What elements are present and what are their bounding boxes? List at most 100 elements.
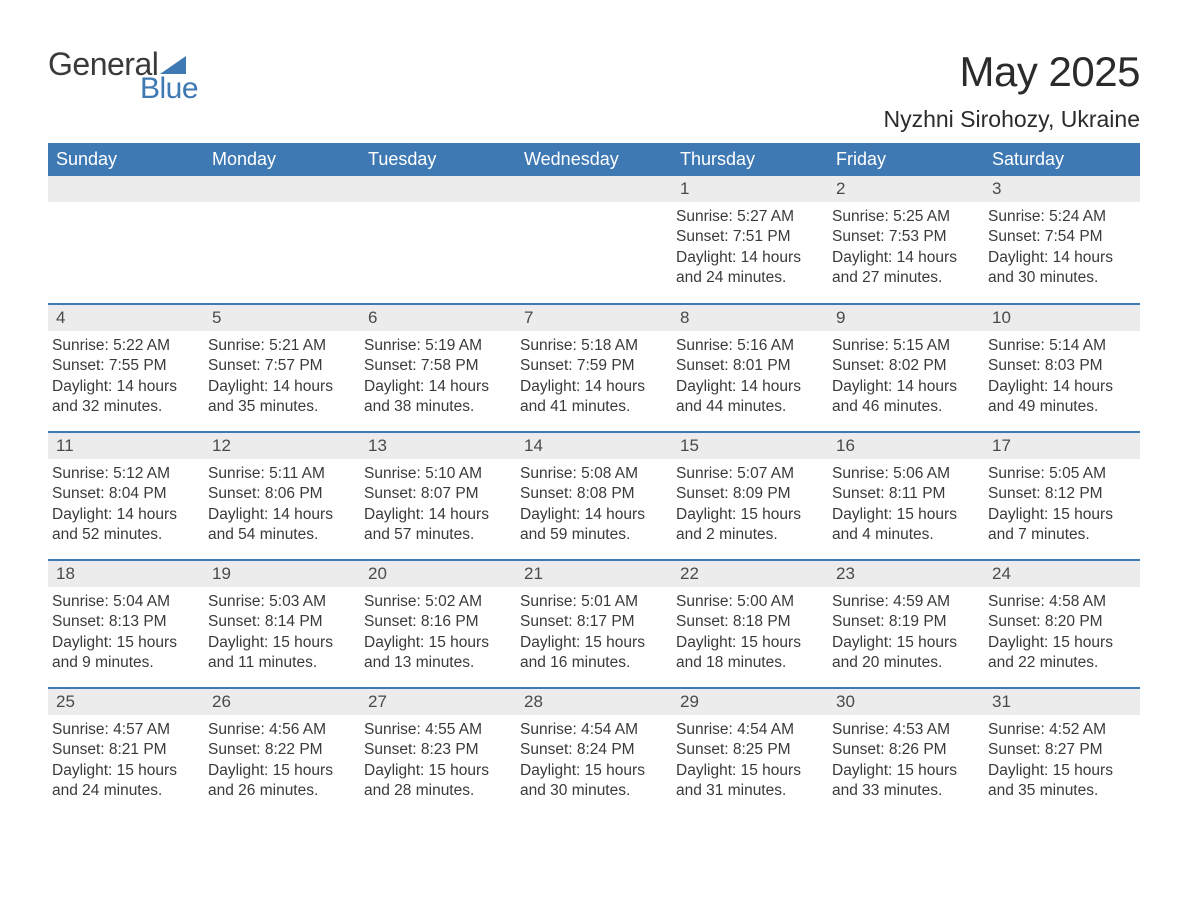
calendar-cell: 23Sunrise: 4:59 AMSunset: 8:19 PMDayligh… <box>828 560 984 688</box>
daylight-label: Daylight: <box>520 634 585 651</box>
day-details: Sunrise: 5:14 AMSunset: 8:03 PMDaylight:… <box>984 331 1140 422</box>
sunset-value: 8:26 PM <box>889 741 947 758</box>
sunset-label: Sunset: <box>52 741 109 758</box>
day-number: 28 <box>516 689 672 715</box>
calendar-cell: 21Sunrise: 5:01 AMSunset: 8:17 PMDayligh… <box>516 560 672 688</box>
sunrise-label: Sunrise: <box>208 593 269 610</box>
calendar-cell: 30Sunrise: 4:53 AMSunset: 8:26 PMDayligh… <box>828 688 984 816</box>
sunset-line: Sunset: 8:22 PM <box>208 740 354 760</box>
sunset-value: 8:09 PM <box>733 485 791 502</box>
sunrise-value: 5:18 AM <box>581 337 638 354</box>
sunrise-value: 4:52 AM <box>1049 721 1106 738</box>
sunrise-label: Sunrise: <box>364 593 425 610</box>
day-details: Sunrise: 5:21 AMSunset: 7:57 PMDaylight:… <box>204 331 360 422</box>
daylight-line: Daylight: 14 hours and 49 minutes. <box>988 377 1134 418</box>
sunset-value: 8:22 PM <box>265 741 323 758</box>
day-details: Sunrise: 4:58 AMSunset: 8:20 PMDaylight:… <box>984 587 1140 678</box>
sunrise-value: 4:57 AM <box>113 721 170 738</box>
day-details: Sunrise: 5:16 AMSunset: 8:01 PMDaylight:… <box>672 331 828 422</box>
calendar-cell: 22Sunrise: 5:00 AMSunset: 8:18 PMDayligh… <box>672 560 828 688</box>
weekday-header: Thursday <box>672 143 828 176</box>
sunset-value: 8:07 PM <box>421 485 479 502</box>
daylight-line: Daylight: 15 hours and 35 minutes. <box>988 761 1134 802</box>
sunrise-line: Sunrise: 5:14 AM <box>988 336 1134 356</box>
sunset-label: Sunset: <box>988 485 1045 502</box>
sunrise-label: Sunrise: <box>832 721 893 738</box>
calendar-cell: 14Sunrise: 5:08 AMSunset: 8:08 PMDayligh… <box>516 432 672 560</box>
day-number: 23 <box>828 561 984 587</box>
sunset-label: Sunset: <box>676 357 733 374</box>
sunrise-line: Sunrise: 4:55 AM <box>364 720 510 740</box>
day-details: Sunrise: 4:59 AMSunset: 8:19 PMDaylight:… <box>828 587 984 678</box>
sunset-line: Sunset: 7:57 PM <box>208 356 354 376</box>
calendar-cell <box>204 176 360 304</box>
sunset-line: Sunset: 7:53 PM <box>832 227 978 247</box>
sunrise-label: Sunrise: <box>988 337 1049 354</box>
sunrise-line: Sunrise: 5:03 AM <box>208 592 354 612</box>
sunrise-line: Sunrise: 5:08 AM <box>520 464 666 484</box>
sunrise-line: Sunrise: 5:06 AM <box>832 464 978 484</box>
sunset-label: Sunset: <box>52 485 109 502</box>
sunset-value: 8:08 PM <box>577 485 635 502</box>
sunrise-label: Sunrise: <box>988 208 1049 225</box>
day-number: 15 <box>672 433 828 459</box>
sunset-line: Sunset: 8:11 PM <box>832 484 978 504</box>
calendar-cell: 6Sunrise: 5:19 AMSunset: 7:58 PMDaylight… <box>360 304 516 432</box>
sunset-value: 7:55 PM <box>109 357 167 374</box>
sunset-line: Sunset: 8:03 PM <box>988 356 1134 376</box>
sunset-label: Sunset: <box>988 357 1045 374</box>
sunset-value: 8:06 PM <box>265 485 323 502</box>
sunset-label: Sunset: <box>676 741 733 758</box>
sunset-value: 7:51 PM <box>733 228 791 245</box>
sunrise-label: Sunrise: <box>52 721 113 738</box>
calendar-cell: 31Sunrise: 4:52 AMSunset: 8:27 PMDayligh… <box>984 688 1140 816</box>
sunrise-value: 5:22 AM <box>113 337 170 354</box>
calendar-cell: 2Sunrise: 5:25 AMSunset: 7:53 PMDaylight… <box>828 176 984 304</box>
sunrise-label: Sunrise: <box>364 721 425 738</box>
day-number: 4 <box>48 305 204 331</box>
calendar-cell: 19Sunrise: 5:03 AMSunset: 8:14 PMDayligh… <box>204 560 360 688</box>
day-details: Sunrise: 5:19 AMSunset: 7:58 PMDaylight:… <box>360 331 516 422</box>
sunrise-line: Sunrise: 4:59 AM <box>832 592 978 612</box>
sunrise-line: Sunrise: 5:07 AM <box>676 464 822 484</box>
daylight-line: Daylight: 15 hours and 26 minutes. <box>208 761 354 802</box>
sunrise-value: 5:24 AM <box>1049 208 1106 225</box>
sunset-label: Sunset: <box>52 357 109 374</box>
sunrise-line: Sunrise: 5:01 AM <box>520 592 666 612</box>
sunset-value: 7:53 PM <box>889 228 947 245</box>
day-details: Sunrise: 5:08 AMSunset: 8:08 PMDaylight:… <box>516 459 672 550</box>
daylight-line: Daylight: 14 hours and 46 minutes. <box>832 377 978 418</box>
sunrise-line: Sunrise: 4:57 AM <box>52 720 198 740</box>
calendar-cell: 15Sunrise: 5:07 AMSunset: 8:09 PMDayligh… <box>672 432 828 560</box>
day-details: Sunrise: 5:27 AMSunset: 7:51 PMDaylight:… <box>672 202 828 293</box>
sunrise-line: Sunrise: 5:11 AM <box>208 464 354 484</box>
sunset-label: Sunset: <box>208 741 265 758</box>
sunrise-value: 4:55 AM <box>425 721 482 738</box>
sunrise-label: Sunrise: <box>676 721 737 738</box>
daylight-line: Daylight: 14 hours and 38 minutes. <box>364 377 510 418</box>
calendar-cell: 8Sunrise: 5:16 AMSunset: 8:01 PMDaylight… <box>672 304 828 432</box>
sunrise-line: Sunrise: 5:15 AM <box>832 336 978 356</box>
calendar-header: SundayMondayTuesdayWednesdayThursdayFrid… <box>48 143 1140 176</box>
sunset-label: Sunset: <box>832 613 889 630</box>
sunset-line: Sunset: 7:51 PM <box>676 227 822 247</box>
sunrise-value: 5:12 AM <box>113 465 170 482</box>
sunset-value: 8:11 PM <box>889 485 946 502</box>
sunrise-label: Sunrise: <box>676 465 737 482</box>
sunrise-label: Sunrise: <box>832 208 893 225</box>
sunset-label: Sunset: <box>520 613 577 630</box>
sunset-label: Sunset: <box>520 741 577 758</box>
daylight-label: Daylight: <box>832 249 897 266</box>
sunset-value: 8:01 PM <box>733 357 791 374</box>
sunrise-line: Sunrise: 5:04 AM <box>52 592 198 612</box>
sunrise-value: 5:01 AM <box>581 593 638 610</box>
sunrise-value: 5:11 AM <box>269 465 325 482</box>
calendar-row: 4Sunrise: 5:22 AMSunset: 7:55 PMDaylight… <box>48 304 1140 432</box>
sunrise-value: 4:56 AM <box>269 721 326 738</box>
sunrise-label: Sunrise: <box>364 465 425 482</box>
sunset-label: Sunset: <box>832 357 889 374</box>
sunset-value: 8:16 PM <box>421 613 479 630</box>
sunset-line: Sunset: 7:54 PM <box>988 227 1134 247</box>
sunset-label: Sunset: <box>364 357 421 374</box>
day-number: 26 <box>204 689 360 715</box>
